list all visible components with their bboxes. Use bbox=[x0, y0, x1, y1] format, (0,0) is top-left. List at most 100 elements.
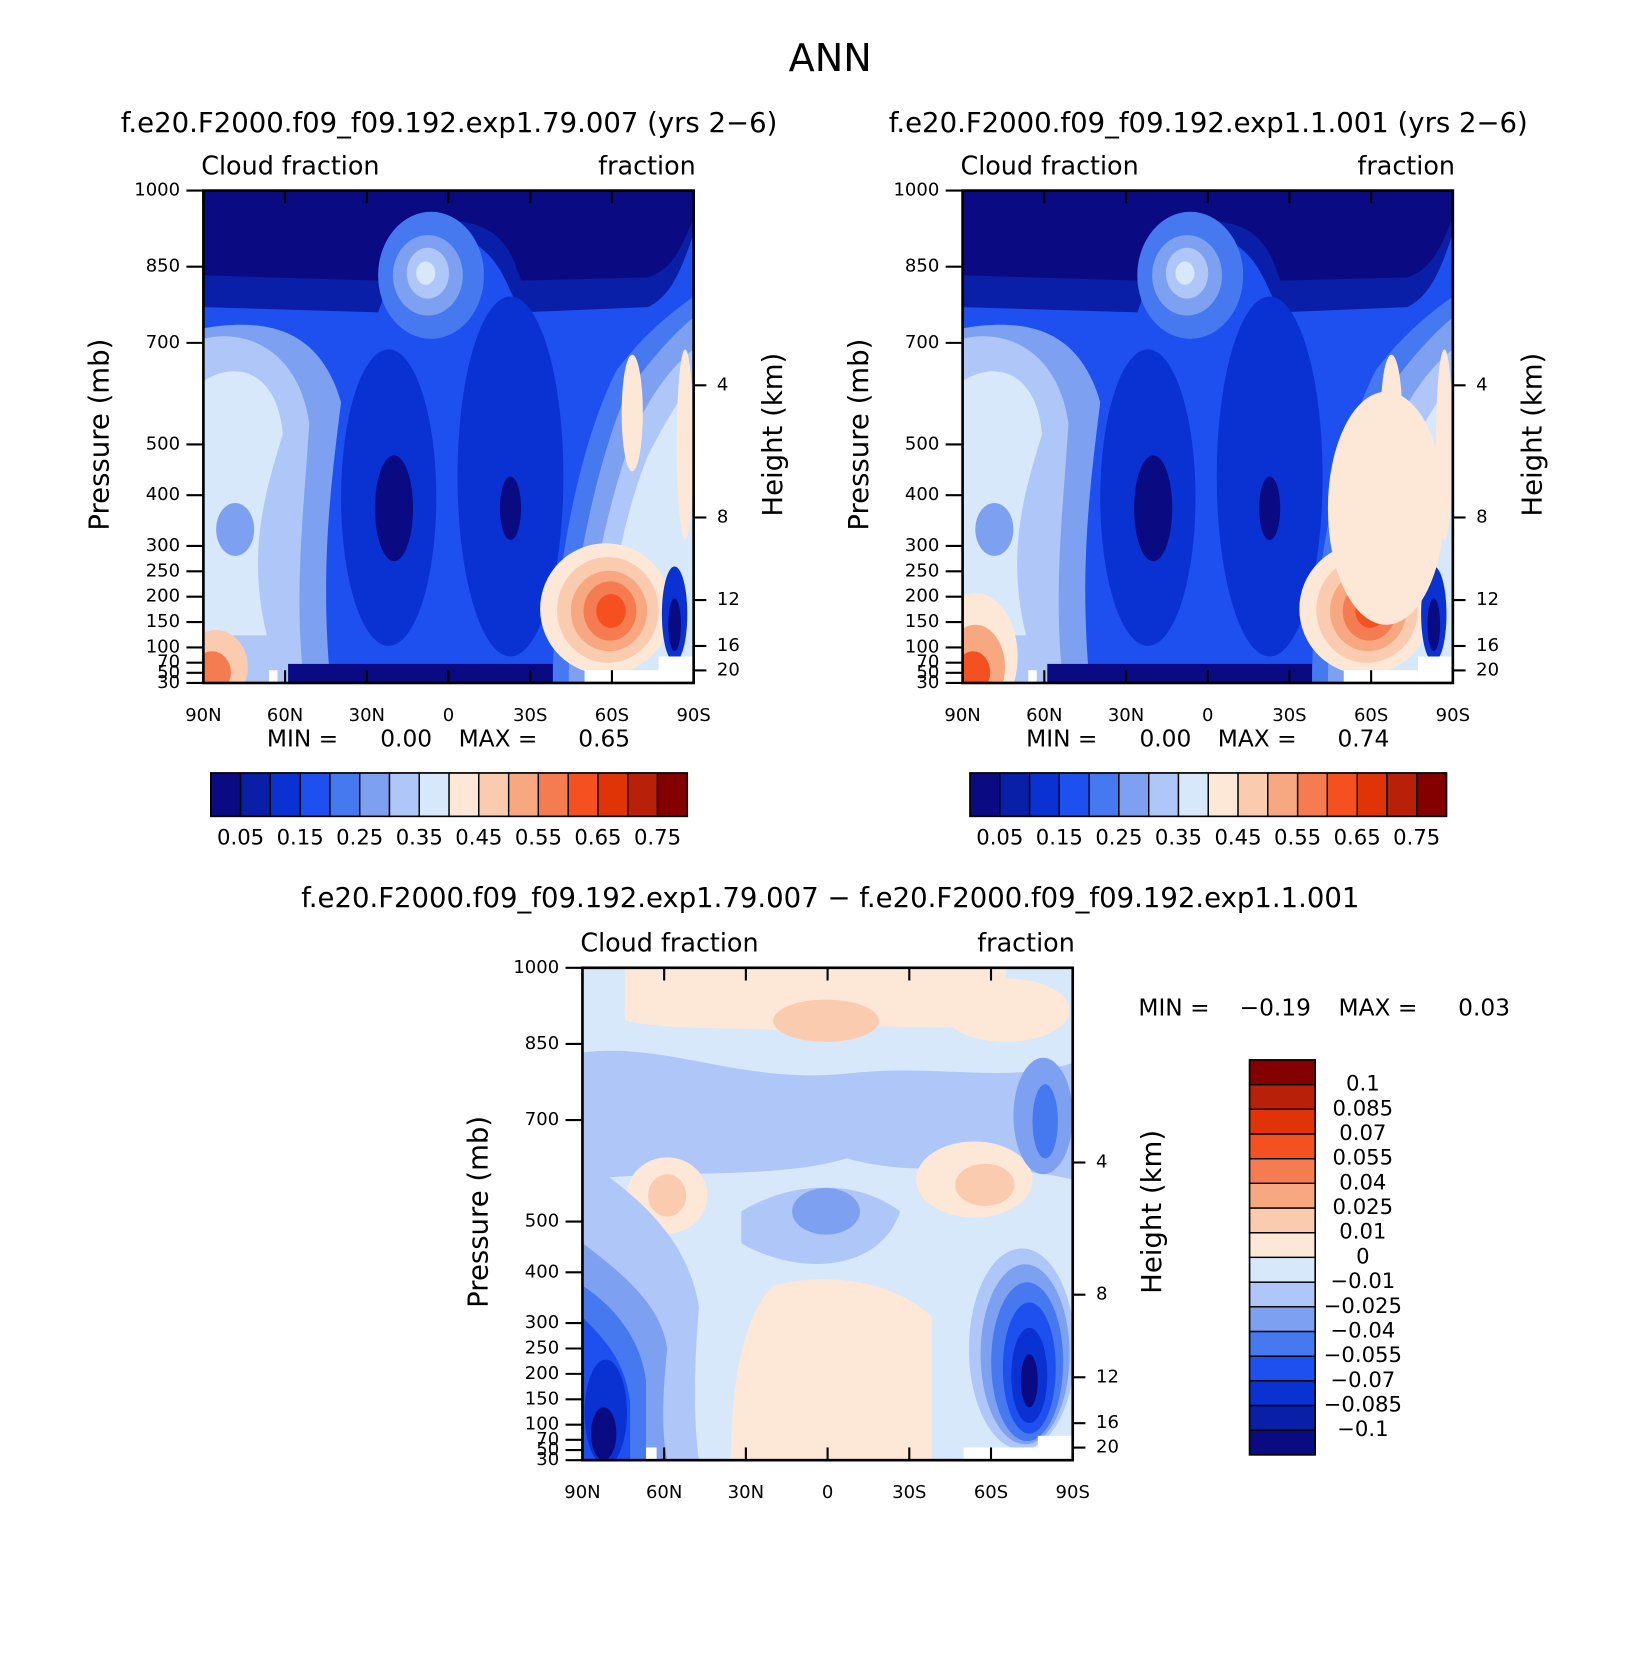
panel-title: f.e20.F2000.f09_f09.192.exp1.1.001 (yrs … bbox=[889, 107, 1528, 139]
right-label: fraction bbox=[1357, 150, 1455, 180]
y-tick-label: 250 bbox=[146, 560, 180, 581]
colorbar-box bbox=[999, 772, 1031, 818]
colorbar-label: 0.75 bbox=[1393, 825, 1440, 850]
colorbar-box bbox=[1248, 1281, 1316, 1308]
colorbar-frame bbox=[210, 772, 689, 818]
y2-tick-label: 8 bbox=[717, 506, 728, 527]
colorbar-box bbox=[1248, 1083, 1316, 1110]
contour-fill bbox=[1175, 261, 1195, 285]
y-tick-label: 200 bbox=[525, 1363, 559, 1384]
y2-axis-label: Height (km) bbox=[757, 353, 789, 517]
y-tick-label: 1000 bbox=[134, 180, 180, 201]
contour-fill bbox=[1134, 455, 1173, 562]
colorbar-label: −0.055 bbox=[1324, 1342, 1402, 1367]
colorbar-box bbox=[656, 772, 688, 818]
colorbar-box bbox=[1237, 772, 1269, 818]
colorbar-label: 0.05 bbox=[976, 825, 1023, 850]
x-tick-label: 30N bbox=[728, 1482, 764, 1503]
colorbar-box bbox=[299, 772, 331, 818]
contour-fill bbox=[658, 656, 694, 683]
contour-fill bbox=[374, 455, 414, 562]
x-tick-label: 30S bbox=[1272, 705, 1306, 726]
colorbar-label: 0.55 bbox=[515, 825, 562, 850]
y-tick-label: 200 bbox=[905, 586, 939, 607]
max-value: 0.03 bbox=[1458, 995, 1510, 1022]
y-tick-label: 400 bbox=[525, 1261, 559, 1282]
y-tick-label: 30 bbox=[157, 672, 180, 693]
y-tick-label: 300 bbox=[905, 535, 939, 556]
colorbar-box bbox=[1058, 772, 1090, 818]
contour-fill bbox=[1343, 670, 1418, 683]
x-tick-label: 60N bbox=[267, 705, 303, 726]
y2-tick-label: 12 bbox=[1096, 1366, 1119, 1387]
panel-title: f.e20.F2000.f09_f09.192.exp1.79.007 (yrs… bbox=[121, 107, 778, 139]
colorbar-box bbox=[1248, 1158, 1316, 1184]
colorbar-label: −0.025 bbox=[1324, 1293, 1402, 1318]
x-tick-label: 60S bbox=[1354, 705, 1388, 726]
y-tick-label: 150 bbox=[146, 611, 180, 632]
colorbar-box bbox=[1416, 772, 1448, 818]
colorbar-box bbox=[1386, 772, 1418, 818]
y-tick-label: 100 bbox=[905, 636, 939, 657]
colorbar-box bbox=[448, 772, 480, 818]
contour-fill bbox=[621, 354, 643, 472]
contour-fill bbox=[499, 476, 522, 541]
colorbar-label: −0.085 bbox=[1324, 1392, 1402, 1417]
y2-tick-label: 16 bbox=[1476, 635, 1499, 656]
colorbar-box bbox=[478, 772, 510, 818]
contour-fill bbox=[590, 1407, 617, 1461]
y2-axis-label: Height (km) bbox=[1136, 1130, 1168, 1294]
colorbar-label: 0.35 bbox=[1155, 825, 1202, 850]
contour-fill bbox=[955, 1163, 1015, 1207]
y2-tick-label: 4 bbox=[1476, 374, 1487, 395]
contour-fill bbox=[942, 978, 1070, 1042]
contour-fill bbox=[596, 594, 626, 628]
colorbar-box bbox=[359, 772, 391, 818]
x-tick-label: 90N bbox=[944, 705, 980, 726]
colorbar-label: 0.07 bbox=[1339, 1120, 1386, 1145]
colorbar-label: 0.55 bbox=[1274, 825, 1321, 850]
figure-title: ANN bbox=[789, 36, 872, 80]
colorbar-box bbox=[210, 772, 242, 818]
contour-fill bbox=[730, 1279, 932, 1461]
colorbar-box bbox=[1207, 772, 1239, 818]
x-tick-label: 90S bbox=[1436, 705, 1470, 726]
contour-fill bbox=[1037, 1435, 1073, 1461]
colorbar-box bbox=[418, 772, 450, 818]
colorbar-label: 0.65 bbox=[574, 825, 621, 850]
colorbar-box bbox=[1248, 1306, 1316, 1333]
y2-tick-label: 8 bbox=[1096, 1284, 1107, 1305]
contour-fill bbox=[416, 261, 436, 285]
x-tick-label: 60S bbox=[974, 1482, 1008, 1503]
y2-tick-label: 8 bbox=[1476, 506, 1487, 527]
x-tick-label: 0 bbox=[443, 705, 454, 726]
x-tick-label: 90S bbox=[1056, 1482, 1090, 1503]
colorbar-label: 0.1 bbox=[1346, 1071, 1380, 1096]
y-tick-label: 200 bbox=[146, 586, 180, 607]
colorbar-label: −0.04 bbox=[1330, 1317, 1395, 1342]
colorbar-label: 0.45 bbox=[455, 825, 502, 850]
y2-tick-label: 20 bbox=[1096, 1437, 1119, 1458]
contour-fill bbox=[288, 663, 553, 683]
min-value: −0.19 bbox=[1240, 995, 1311, 1022]
y-axis-label: Pressure (mb) bbox=[843, 339, 875, 531]
x-tick-label: 60N bbox=[1026, 705, 1062, 726]
x-tick-label: 60S bbox=[595, 705, 629, 726]
colorbar-box bbox=[1248, 1404, 1316, 1431]
contour-field bbox=[582, 967, 1073, 1461]
contour-fill bbox=[269, 670, 278, 683]
colorbar-box bbox=[329, 772, 361, 818]
y-tick-label: 70 bbox=[157, 652, 180, 673]
colorbar-box bbox=[537, 772, 569, 818]
colorbar-label: −0.07 bbox=[1330, 1367, 1395, 1392]
contour-fill bbox=[962, 190, 1453, 281]
panel-title: f.e20.F2000.f09_f09.192.exp1.79.007 − f.… bbox=[301, 882, 1359, 914]
contour-fill bbox=[1327, 391, 1445, 625]
y-tick-label: 50 bbox=[536, 1439, 559, 1460]
colorbar-box bbox=[1248, 1256, 1316, 1283]
x-tick-label: 30S bbox=[892, 1482, 926, 1503]
min-text: MIN = bbox=[1138, 995, 1209, 1022]
y-tick-label: 70 bbox=[536, 1429, 559, 1450]
colorbar-label: 0.055 bbox=[1333, 1145, 1394, 1170]
y-axis-label: Pressure (mb) bbox=[463, 1116, 495, 1308]
